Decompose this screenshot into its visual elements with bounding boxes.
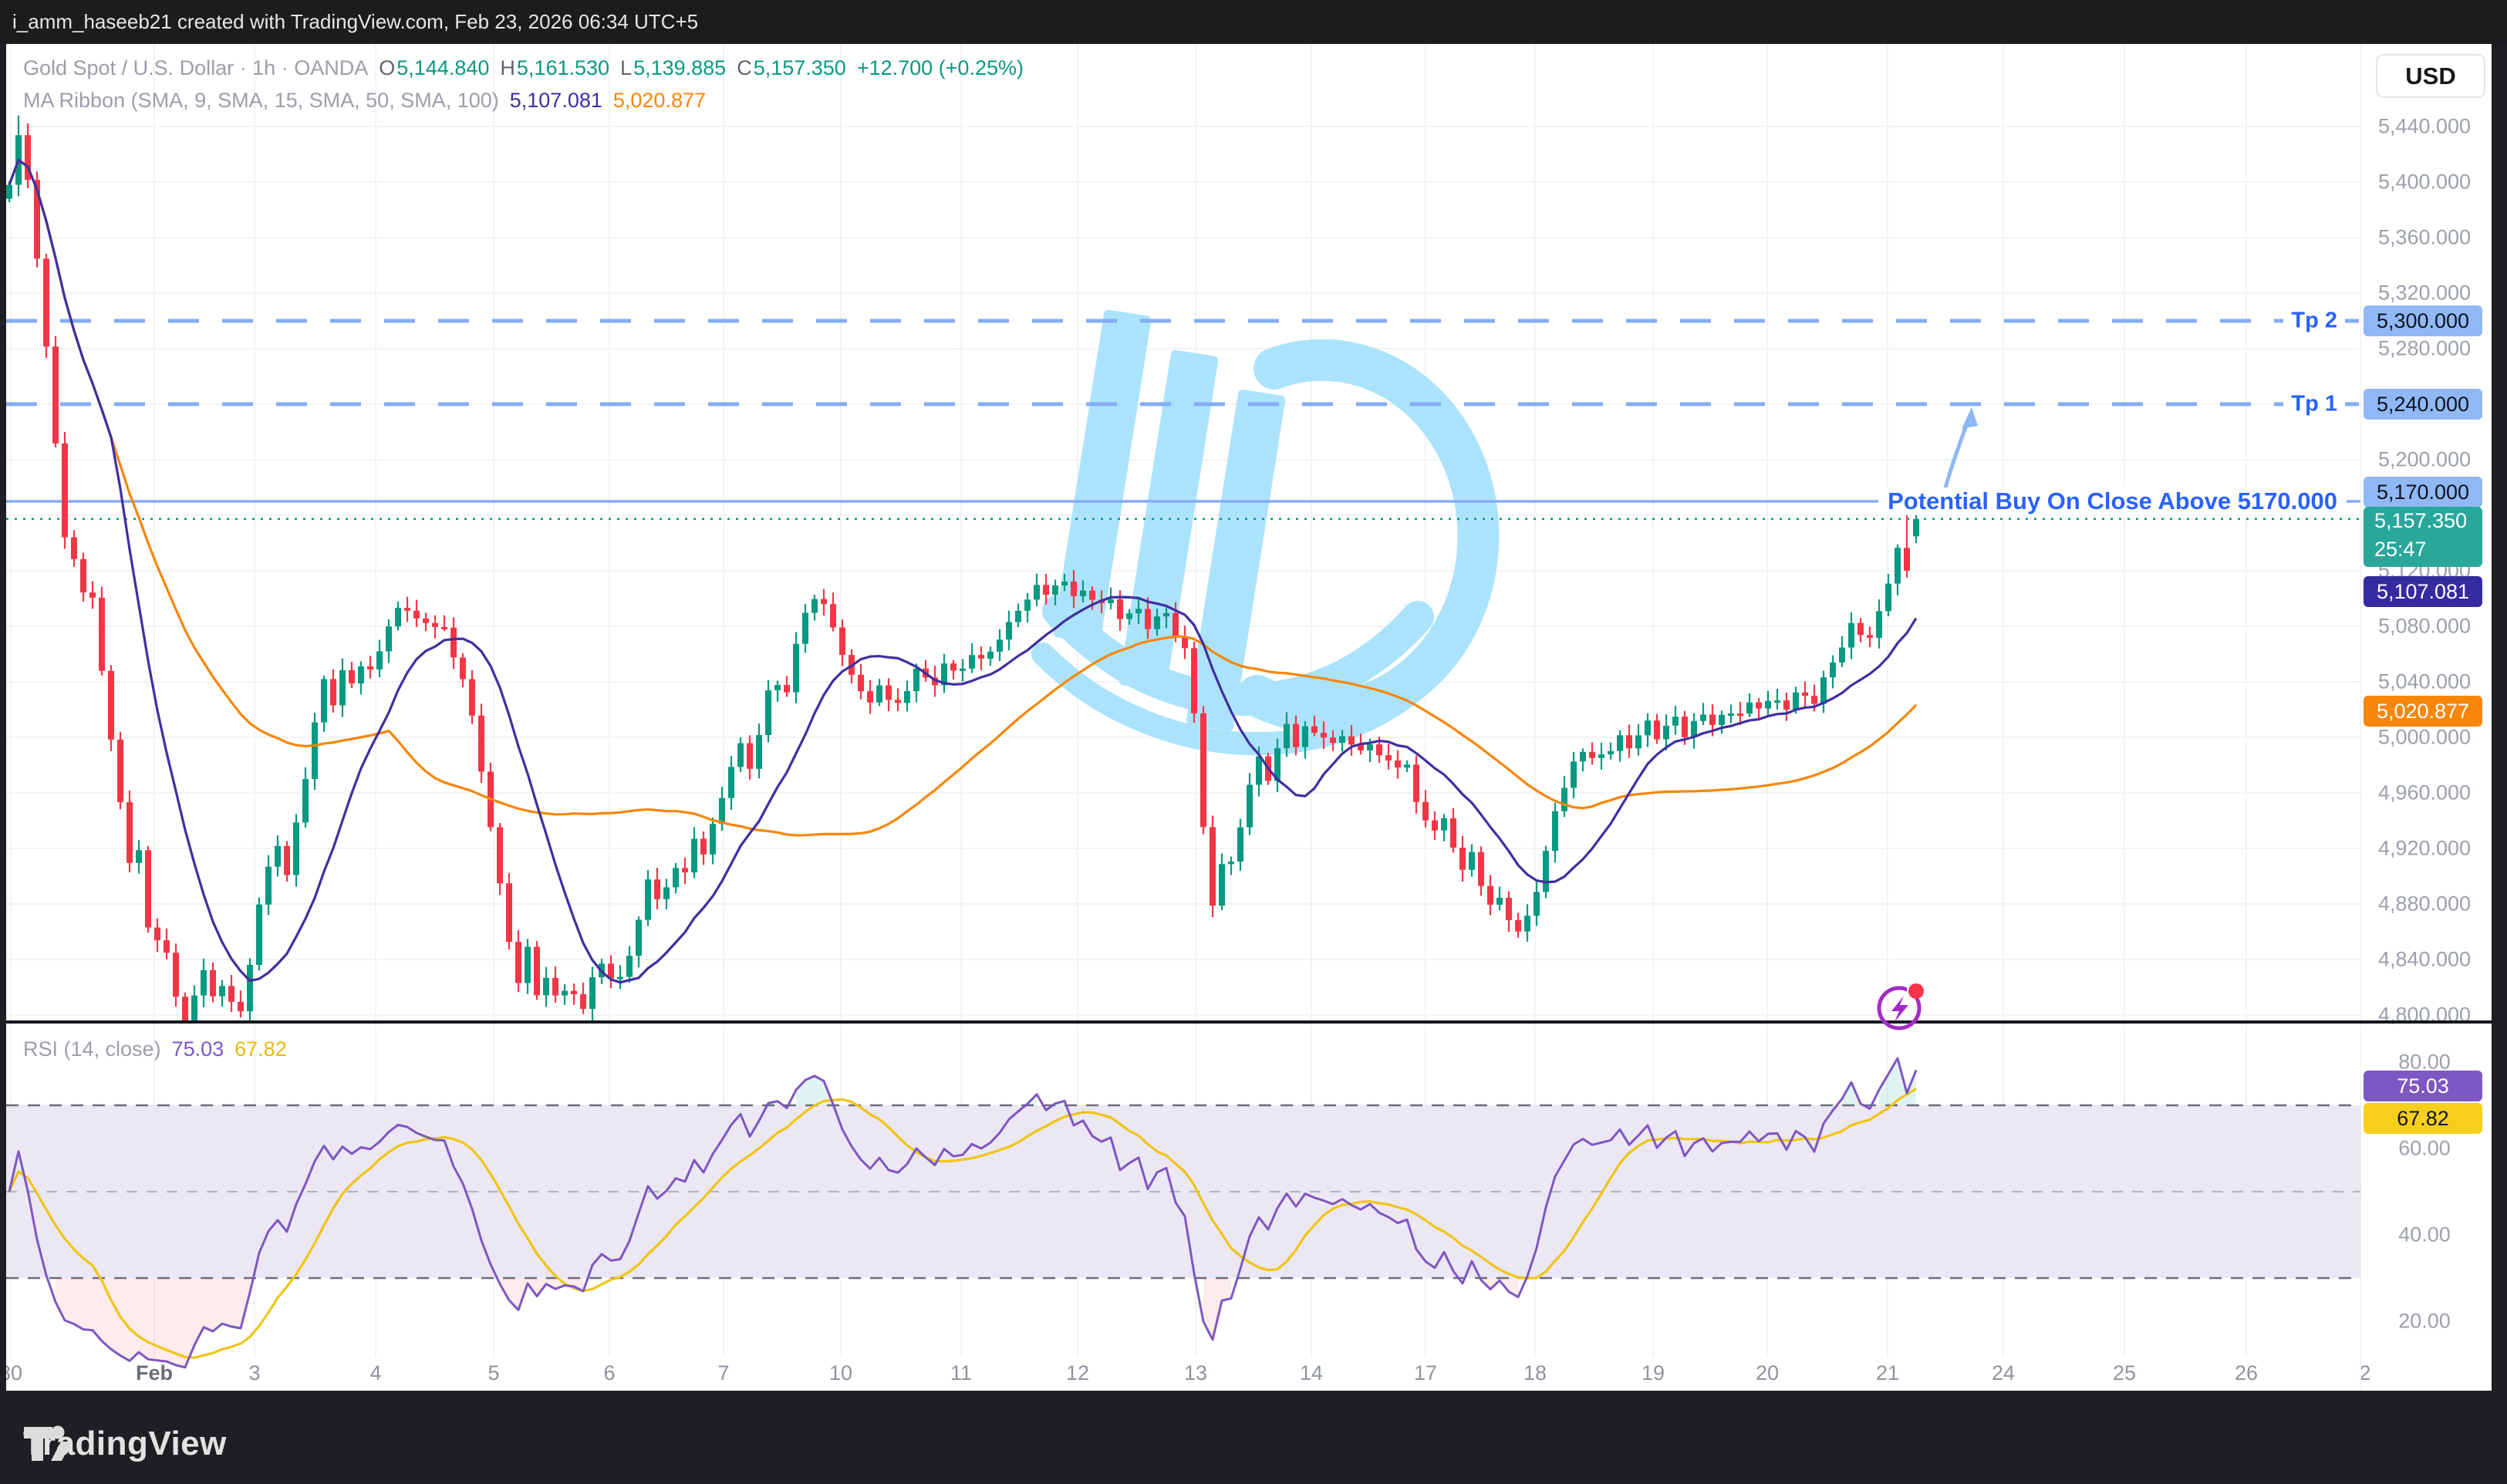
ohlc-open: O 5,144.840 <box>379 56 490 79</box>
tp2-price-chip: 5,300.000 <box>2364 305 2482 336</box>
time-axis-label: 26 <box>2234 1361 2259 1385</box>
watermark-logo <box>1031 309 1500 756</box>
time-axis-label: 18 <box>1523 1361 1547 1385</box>
price-axis-label: 5,360.000 <box>2377 225 2472 249</box>
attribution-bar: i_amm_haseeb21 created with TradingView.… <box>0 0 2507 44</box>
price-axis-label: 5,040.000 <box>2377 669 2472 693</box>
price-axis-label: 4,960.000 <box>2377 781 2472 804</box>
time-axis-label: 17 <box>1413 1361 1438 1385</box>
ma-ribbon-legend[interactable]: MA Ribbon (SMA, 9, SMA, 15, SMA, 50, SMA… <box>23 89 706 113</box>
time-axis-label: 13 <box>1183 1361 1208 1385</box>
price-axis-label: 4,920.000 <box>2377 836 2472 860</box>
ma-fast-price-chip: 5,107.081 <box>2364 576 2482 607</box>
price-change: +12.700 (+0.25%) <box>856 56 1024 79</box>
price-axis-border <box>2360 44 2361 1391</box>
rsi-pane-chart[interactable] <box>6 1022 2360 1391</box>
time-axis-label: 12 <box>1065 1361 1090 1385</box>
tp1-price-chip: 5,240.000 <box>2364 389 2482 420</box>
candle-countdown: 25:47 <box>2374 538 2427 561</box>
rsi-legend[interactable]: RSI (14, close) 75.03 67.82 <box>23 1037 287 1061</box>
rsi-axis-label: 80.00 <box>2398 1050 2451 1074</box>
ohlc-low: L 5,139.885 <box>620 56 727 79</box>
time-axis-label: 24 <box>1991 1361 2016 1385</box>
symbol-title: Gold Spot / U.S. Dollar · 1h · OANDA <box>23 56 369 79</box>
rsi-label: RSI (14, close) <box>23 1037 161 1061</box>
current-price-value: 5,157.350 <box>2374 509 2468 532</box>
pane-separator[interactable] <box>6 1020 2492 1024</box>
price-axis-label: 5,440.000 <box>2377 114 2472 138</box>
ma-slow-price-chip: 5,020.877 <box>2364 696 2482 727</box>
ma-ribbon-label: MA Ribbon (SMA, 9, SMA, 15, SMA, 50, SMA… <box>23 89 499 112</box>
ma-fast-value: 5,107.081 <box>509 89 602 112</box>
entry-annotation-text[interactable]: Potential Buy On Close Above 5170.000 <box>1878 487 2347 515</box>
price-axis-label: 5,280.000 <box>2377 336 2472 360</box>
rsi-axis-label: 40.00 <box>2398 1223 2451 1246</box>
price-axis-label: 4,880.000 <box>2377 892 2472 916</box>
rsi-axis-label: 60.00 <box>2398 1136 2451 1160</box>
price-axis-label: 5,000.000 <box>2377 725 2472 749</box>
time-axis-label: 4 <box>369 1361 382 1385</box>
time-axis-label: 7 <box>717 1361 730 1385</box>
price-axis-label: 5,200.000 <box>2377 447 2472 471</box>
time-axis-label: 30 <box>6 1361 23 1385</box>
time-axis-label: 2 <box>2359 1361 2371 1385</box>
rsi-ma-value-chip: 67.82 <box>2364 1103 2482 1134</box>
time-axis-label: 25 <box>2112 1361 2137 1385</box>
price-axis-label: 5,080.000 <box>2377 614 2472 638</box>
time-axis-label: 19 <box>1641 1361 1665 1385</box>
notification-dot <box>1908 983 1924 999</box>
time-axis-label: 10 <box>828 1361 853 1385</box>
price-axis-label: 4,840.000 <box>2377 947 2472 971</box>
chart-panel: Gold Spot / U.S. Dollar · 1h · OANDA O 5,… <box>6 44 2492 1391</box>
currency-button[interactable]: USD <box>2376 54 2485 98</box>
time-axis-label: 6 <box>603 1361 616 1385</box>
time-axis-label: 20 <box>1755 1361 1780 1385</box>
attribution-text: i_amm_haseeb21 created with TradingView.… <box>12 10 699 33</box>
price-pane-chart[interactable] <box>6 44 2360 1022</box>
ohlc-close: C 5,157.350 <box>737 56 846 79</box>
current-price-chip: 5,157.350 25:47 <box>2364 507 2482 567</box>
tradingview-logo[interactable]: TradingView <box>23 1425 227 1463</box>
time-axis-label: 14 <box>1299 1361 1324 1385</box>
ohlc-high: H 5,161.530 <box>500 56 610 79</box>
time-axis-label: 21 <box>1875 1361 1900 1385</box>
price-axis-label: 5,320.000 <box>2377 281 2472 305</box>
price-axis-label: 5,400.000 <box>2377 170 2472 194</box>
tp2-label[interactable]: Tp 2 <box>2283 308 2345 334</box>
symbol-legend[interactable]: Gold Spot / U.S. Dollar · 1h · OANDA O 5,… <box>23 56 1024 80</box>
tradingview-mark-icon <box>24 1425 72 1461</box>
lightning-icon[interactable] <box>1873 979 1928 1034</box>
entry-price-chip: 5,170.000 <box>2364 477 2482 508</box>
rsi-ma-value: 67.82 <box>235 1037 287 1061</box>
time-axis-label: Feb <box>135 1361 174 1385</box>
time-axis-label: 11 <box>950 1361 973 1385</box>
ma-slow-value: 5,020.877 <box>612 89 706 112</box>
time-axis-label: 3 <box>248 1361 261 1385</box>
rsi-axis-label: 20.00 <box>2398 1309 2451 1333</box>
tp1-label[interactable]: Tp 1 <box>2283 391 2345 417</box>
rsi-value-chip: 75.03 <box>2364 1071 2482 1101</box>
time-axis-label: 5 <box>488 1361 500 1385</box>
rsi-value: 75.03 <box>171 1037 224 1061</box>
